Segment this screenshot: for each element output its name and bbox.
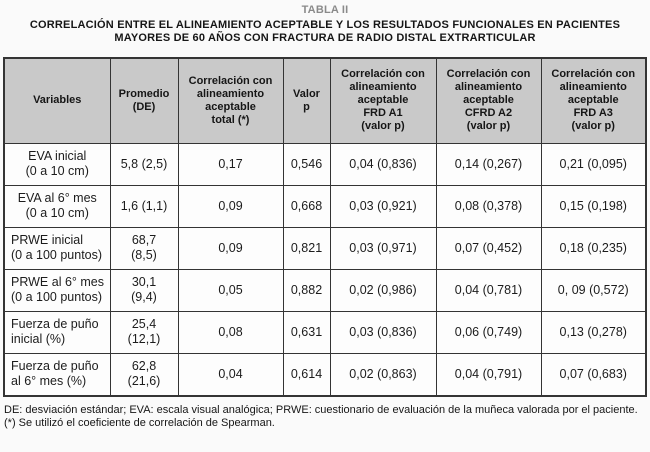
variable-cell: EVA inicial (0 a 10 cm) bbox=[3, 142, 111, 186]
table-title-line-2: MAYORES DE 60 AÑOS CON FRACTURA DE RADIO… bbox=[114, 32, 536, 44]
column-header: Variables bbox=[3, 57, 111, 144]
value-cell: 0,546 bbox=[282, 142, 331, 186]
value-cell: 0,631 bbox=[282, 310, 331, 354]
footnote-abbreviations: DE: desviación estándar; EVA: escala vis… bbox=[4, 403, 638, 416]
value-cell: 0,09 bbox=[177, 184, 284, 228]
column-header: Correlación con alineamiento aceptable t… bbox=[177, 57, 284, 144]
column-header: Correlación con alineamiento aceptable F… bbox=[540, 57, 647, 144]
variable-cell: PRWE inicial (0 a 100 puntos) bbox=[3, 226, 111, 270]
value-cell: 5,8 (2,5) bbox=[109, 142, 179, 186]
value-cell: 0,15 (0,198) bbox=[540, 184, 647, 228]
column-header: Correlación con alineamiento aceptable F… bbox=[329, 57, 437, 144]
value-cell: 0,03 (0,971) bbox=[329, 226, 437, 270]
value-cell: 0,821 bbox=[282, 226, 331, 270]
footnote-statistic: (*) Se utilizó el coeficiente de correla… bbox=[4, 417, 275, 429]
value-cell: 0,02 (0,863) bbox=[329, 352, 437, 396]
value-cell: 0,668 bbox=[282, 184, 331, 228]
variable-cell: EVA al 6° mes (0 a 10 cm) bbox=[3, 184, 111, 228]
correlation-table: Variables Promedio (DE) Correlación con al… bbox=[3, 56, 647, 397]
value-cell: 1,6 (1,1) bbox=[109, 184, 179, 228]
value-cell: 0,04 (0,781) bbox=[435, 268, 542, 312]
value-cell: 0,07 (0,452) bbox=[435, 226, 542, 270]
table-footnotes: DE: desviación estándar; EVA: escala vis… bbox=[4, 404, 647, 431]
value-cell: 0, 09 (0,572) bbox=[540, 268, 647, 312]
value-cell: 0,03 (0,836) bbox=[329, 310, 437, 354]
value-cell: 0,17 bbox=[177, 142, 284, 186]
value-cell: 0,21 (0,095) bbox=[540, 142, 647, 186]
variable-cell: PRWE al 6° mes (0 a 100 puntos) bbox=[3, 268, 111, 312]
value-cell: 0,13 (0,278) bbox=[540, 310, 647, 354]
value-cell: 0,03 (0,921) bbox=[329, 184, 437, 228]
value-cell: 30,1 (9,4) bbox=[109, 268, 179, 312]
value-cell: 0,05 bbox=[177, 268, 284, 312]
table-row: PRWE inicial (0 a 100 puntos) 68,7 (8,5) 0… bbox=[3, 226, 647, 270]
column-header: Correlación con alineamiento aceptable C… bbox=[435, 57, 542, 144]
value-cell: 0,06 (0,749) bbox=[435, 310, 542, 354]
value-cell: 0,14 (0,267) bbox=[435, 142, 542, 186]
table-title-line-1: CORRELACIÓN ENTRE EL ALINEAMIENTO ACEPTA… bbox=[29, 18, 621, 31]
table-header-row: Variables Promedio (DE) Correlación con al… bbox=[3, 57, 647, 144]
variable-cell: Fuerza de puño al 6° mes (%) bbox=[3, 352, 111, 396]
value-cell: 0,04 (0,836) bbox=[329, 142, 437, 186]
value-cell: 0,08 (0,378) bbox=[435, 184, 542, 228]
value-cell: 62,8 (21,6) bbox=[109, 352, 179, 396]
value-cell: 0,07 (0,683) bbox=[540, 352, 647, 396]
table-row: EVA al 6° mes (0 a 10 cm) 1,6 (1,1) 0,09 0,… bbox=[3, 184, 647, 228]
table-title-block: TABLA II CORRELACIÓN ENTRE EL ALINEAMIEN… bbox=[0, 4, 650, 46]
variable-cell: Fuerza de puño inicial (%) bbox=[3, 310, 111, 354]
column-header: Promedio (DE) bbox=[109, 57, 179, 144]
table-row: Fuerza de puño al 6° mes (%) 62,8 (21,6) 0… bbox=[3, 352, 647, 396]
table-row: Fuerza de puño inicial (%) 25,4 (12,1) 0,0… bbox=[3, 310, 647, 354]
table-row: PRWE al 6° mes (0 a 100 puntos) 30,1 (9,4… bbox=[3, 268, 647, 312]
value-cell: 0,18 (0,235) bbox=[540, 226, 647, 270]
value-cell: 0,09 bbox=[177, 226, 284, 270]
value-cell: 0,02 (0,986) bbox=[329, 268, 437, 312]
value-cell: 0,882 bbox=[282, 268, 331, 312]
table-row: EVA inicial (0 a 10 cm) 5,8 (2,5) 0,17 0,54… bbox=[3, 142, 647, 186]
column-header: Valor p bbox=[282, 57, 331, 144]
value-cell: 25,4 (12,1) bbox=[109, 310, 179, 354]
value-cell: 0,04 (0,791) bbox=[435, 352, 542, 396]
table-number: TABLA II bbox=[301, 4, 349, 16]
value-cell: 0,08 bbox=[177, 310, 284, 354]
value-cell: 68,7 (8,5) bbox=[109, 226, 179, 270]
value-cell: 0,04 bbox=[177, 352, 284, 396]
value-cell: 0,614 bbox=[282, 352, 331, 396]
